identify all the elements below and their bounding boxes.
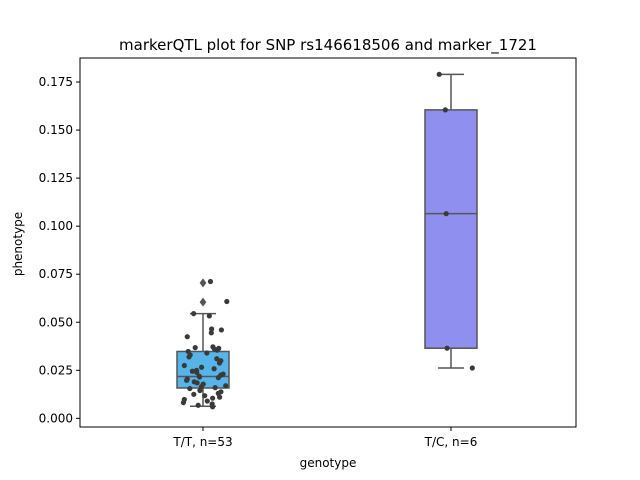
data-point xyxy=(216,360,223,366)
data-point xyxy=(209,326,215,332)
y-tick-label: 0.075 xyxy=(39,267,73,281)
chart-title: markerQTL plot for SNP rs146618506 and m… xyxy=(119,36,537,55)
data-point xyxy=(210,395,216,401)
data-point xyxy=(194,380,200,386)
data-point xyxy=(212,385,218,391)
data-point xyxy=(214,356,220,362)
data-point xyxy=(444,345,450,351)
data-point xyxy=(211,366,217,372)
data-point xyxy=(469,365,475,371)
y-axis-label: phenotype xyxy=(11,212,25,276)
y-tick-label: 0.050 xyxy=(39,315,73,329)
data-point xyxy=(224,298,230,305)
data-point xyxy=(202,393,208,399)
x-axis-label: genotype xyxy=(300,456,357,470)
data-point xyxy=(195,402,201,408)
data-point xyxy=(187,385,193,392)
data-point xyxy=(191,311,197,317)
data-point xyxy=(189,368,196,374)
data-point xyxy=(208,330,214,336)
data-point xyxy=(181,362,187,369)
y-tick-label: 0.175 xyxy=(39,75,73,89)
plot-frame xyxy=(79,57,577,428)
y-tick-label: 0.000 xyxy=(39,411,73,425)
data-point xyxy=(183,377,190,383)
data-point xyxy=(197,387,203,394)
data-point xyxy=(436,71,442,77)
x-tick-label: T/T, n=53 xyxy=(172,435,232,449)
data-point xyxy=(192,345,198,351)
data-point xyxy=(214,347,220,353)
data-point xyxy=(198,364,205,370)
data-point xyxy=(206,313,212,319)
data-point xyxy=(223,383,229,389)
outlier-marker xyxy=(199,297,207,307)
data-point xyxy=(209,404,216,410)
data-point xyxy=(442,107,448,113)
x-tick-label: T/C, n=6 xyxy=(424,435,478,449)
data-point xyxy=(180,399,187,406)
data-point xyxy=(194,369,200,375)
data-point xyxy=(204,350,210,356)
y-tick-label: 0.025 xyxy=(39,363,73,377)
data-point xyxy=(186,354,192,360)
data-point xyxy=(184,334,190,340)
data-point xyxy=(215,375,221,381)
data-point xyxy=(443,211,449,217)
data-point xyxy=(207,278,214,285)
data-point xyxy=(204,398,210,404)
plot-area: 0.000 0.025 0.050 0.075 0.100 0.125 0.150 0.175… xyxy=(39,57,577,449)
box-iqr xyxy=(424,109,478,349)
y-tick-label: 0.100 xyxy=(39,219,73,233)
outlier-marker xyxy=(199,278,207,288)
data-point xyxy=(196,374,203,380)
y-tick-label: 0.150 xyxy=(39,123,73,137)
data-point xyxy=(191,391,197,397)
data-point xyxy=(217,394,223,400)
data-point xyxy=(218,327,224,333)
y-tick-label: 0.125 xyxy=(39,171,73,185)
